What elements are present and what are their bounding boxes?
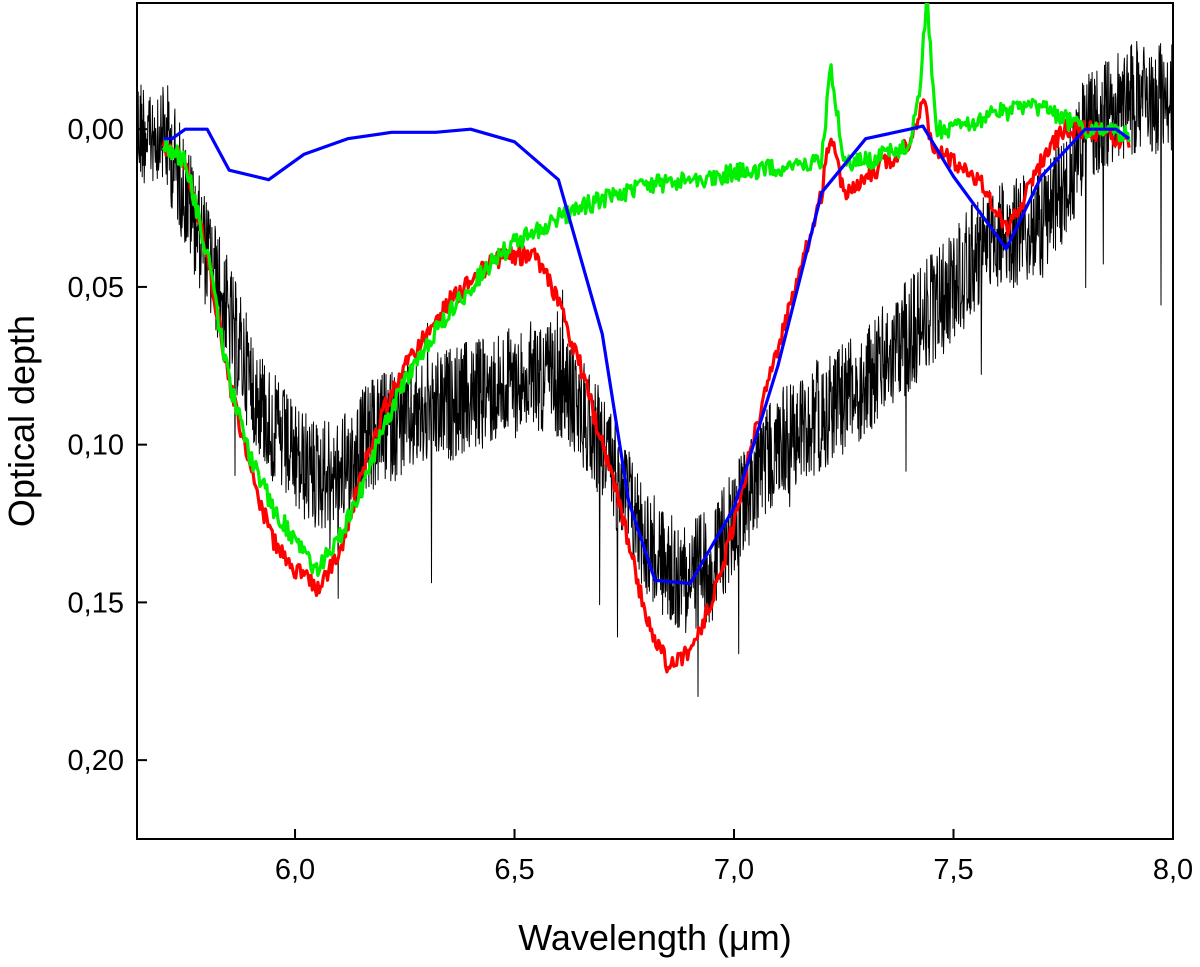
- x-axis-title: Wavelength (μm): [518, 917, 791, 958]
- x-tick-label: 8,0: [1153, 854, 1193, 886]
- series-layer: [137, 3, 1173, 697]
- x-tick-label: 6,0: [275, 854, 315, 886]
- y-tick-label: 0,05: [68, 272, 124, 304]
- x-tick-label: 6,5: [494, 854, 534, 886]
- plot-frame: [136, 2, 1174, 840]
- series-line-green-model: [161, 3, 1131, 578]
- y-tick-label: 0,15: [68, 587, 124, 619]
- y-tick-label: 0,10: [68, 430, 124, 462]
- y-tick-label: 0,00: [68, 114, 124, 146]
- x-tick-label: 7,0: [714, 854, 754, 886]
- ticks-layer: 6,0 6,5 7,0 7,5 8,0 0,00 0,05 0,10 0,15 0,20: [68, 114, 1194, 886]
- y-axis-title: Optical depth: [1, 315, 42, 527]
- x-tick-label: 7,5: [933, 854, 973, 886]
- y-tick-label: 0,20: [68, 745, 124, 777]
- series-line-blue-model: [163, 124, 1131, 586]
- series-line-observed-spectrum: [137, 41, 1173, 697]
- series-line-red-model: [161, 98, 1131, 674]
